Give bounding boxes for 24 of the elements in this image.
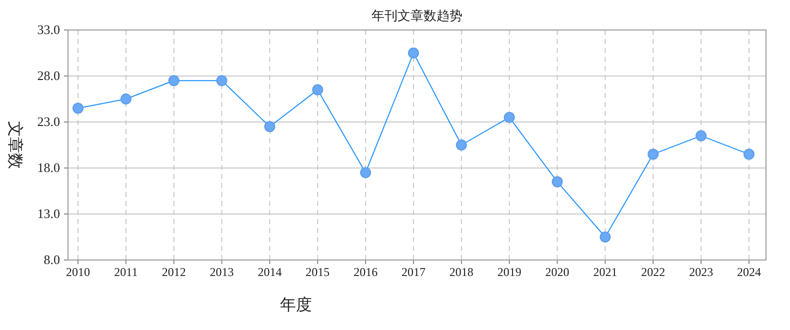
y-tick-label: 33.0 [37, 22, 60, 37]
x-tick-label: 2013 [210, 265, 234, 279]
y-axis-title: 文章数 [6, 121, 24, 169]
x-tick-label: 2021 [593, 265, 618, 279]
x-tick-label: 2023 [689, 265, 714, 279]
chart-title: 年刊文章数趋势 [372, 8, 462, 23]
y-tick-label: 18.0 [37, 160, 60, 175]
x-axis-title: 年度 [280, 296, 312, 314]
x-tick-label: 2012 [162, 265, 186, 279]
x-tick-label: 2022 [641, 265, 666, 279]
x-tick-label: 2017 [402, 265, 426, 279]
x-tick-label: 2014 [258, 265, 282, 279]
x-tick-label: 2016 [354, 265, 378, 279]
x-tick-label: 2024 [737, 265, 761, 279]
x-tick-label: 2010 [66, 265, 90, 279]
y-tick-label: 13.0 [37, 206, 60, 221]
x-tick-label: 2015 [306, 265, 330, 279]
x-tick-label: 2019 [497, 265, 522, 279]
x-tick-label: 2011 [114, 265, 138, 279]
y-tick-label: 28.0 [37, 68, 60, 83]
x-tick-label: 2018 [449, 265, 474, 279]
y-tick-label: 8.0 [44, 252, 60, 267]
x-tick-label: 2020 [545, 265, 570, 279]
y-tick-label: 23.0 [37, 114, 60, 129]
